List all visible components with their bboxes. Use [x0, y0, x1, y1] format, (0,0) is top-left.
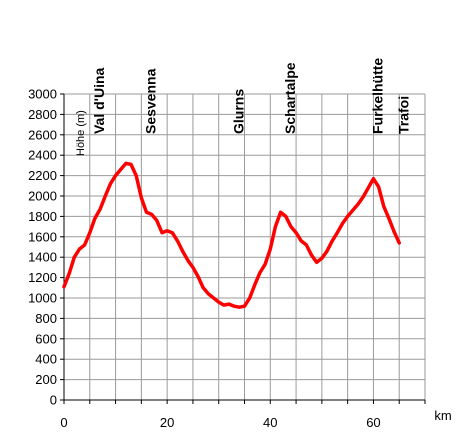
- y-tick-label: 3000: [28, 87, 57, 102]
- place-annotations: Val d'Uina Sesvenna Glurns Schartalpe Furkel…: [91, 58, 411, 134]
- y-tick-label: 600: [35, 331, 57, 346]
- y-tick-label: 2800: [28, 107, 57, 122]
- y-tick-label: 800: [35, 311, 57, 326]
- x-tick-label: 60: [366, 415, 380, 430]
- y-tick-label: 2400: [28, 148, 57, 163]
- x-tick-label: 0: [60, 415, 67, 430]
- y-tick-label: 1200: [28, 270, 57, 285]
- place-label: Schartalpe: [282, 62, 298, 134]
- x-tick-label: 40: [263, 415, 277, 430]
- y-tick-label: 400: [35, 352, 57, 367]
- y-tick-label: 2000: [28, 189, 57, 204]
- y-tick-label: 200: [35, 372, 57, 387]
- y-tick-label: 1800: [28, 209, 57, 224]
- x-axis-tick-labels: 0 20 40 60: [60, 415, 380, 430]
- y-axis-tick-labels: 0 200 400 600 800 1000 1200 1400 1600 1800 2000 220…: [28, 87, 57, 408]
- y-tick-label: 0: [50, 393, 57, 408]
- y-tick-label: 2600: [28, 127, 57, 142]
- y-tick-label: 2200: [28, 168, 57, 183]
- x-tick-label: 20: [160, 415, 174, 430]
- y-tick-label: 1600: [28, 229, 57, 244]
- chart-grid: [64, 93, 426, 400]
- place-label: Val d'Uina: [91, 67, 107, 134]
- y-tick-label: 1400: [28, 250, 57, 265]
- place-label: Sesvenna: [143, 68, 159, 134]
- elevation-series-line: [62, 161, 401, 309]
- chart-axes: [60, 93, 426, 404]
- place-label: Trafoi: [395, 96, 411, 134]
- place-label: Furkelhütte: [370, 58, 386, 134]
- y-tick-label: 1000: [28, 291, 57, 306]
- x-axis-label: km: [434, 408, 451, 423]
- place-label: Glurns: [230, 89, 246, 134]
- y-axis-label: Höhe (m): [75, 110, 87, 156]
